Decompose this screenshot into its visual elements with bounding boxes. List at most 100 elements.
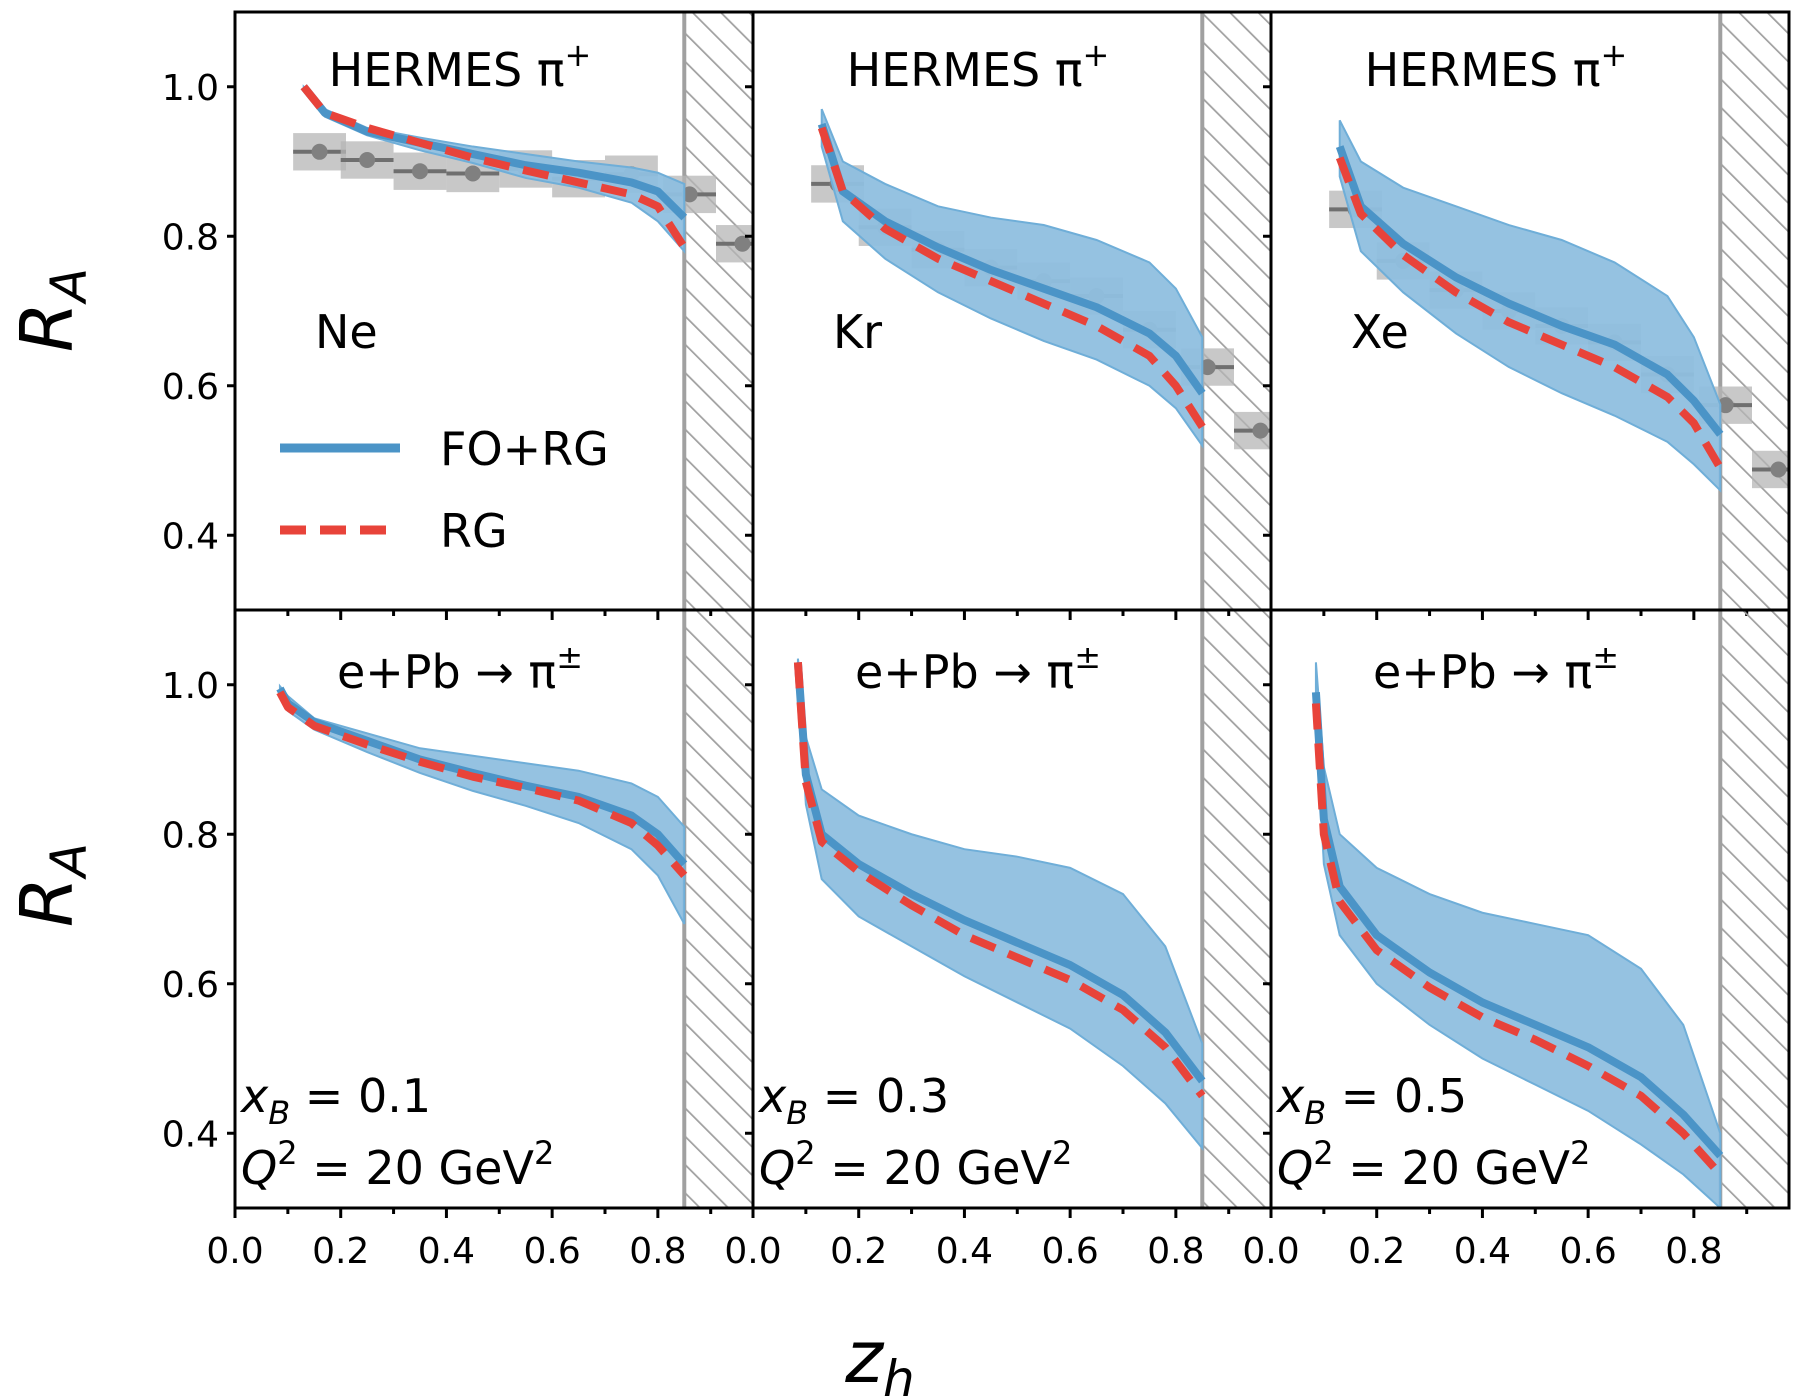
rg-line [817, 126, 1206, 430]
panel-title: e+Pb → π± [1373, 638, 1619, 699]
Q2-unit-superscript: 2 [1052, 1134, 1072, 1172]
Q2-value: = 20 GeV [816, 1141, 1053, 1195]
legend-label-fo-rg: FO+RG [440, 422, 609, 476]
panel-plot-area [276, 610, 753, 1208]
panel-plot-area [293, 12, 753, 610]
Q2-label: Q2 = 20 GeV2 [241, 1134, 554, 1195]
Q2-symbol: Q [759, 1141, 795, 1195]
chart-panel-4: 0.4 0.6 0.8 1.0 0.0 0.2 0.4 0.6 0.8 e+Pb → π± xB =… [162, 608, 755, 1272]
panel-title-superscript: + [1601, 36, 1628, 74]
data-point [464, 165, 481, 182]
xB-symbol: x [1275, 1069, 1305, 1123]
Q2-label: Q2 = 20 GeV2 [1277, 1134, 1590, 1195]
xB-subscript: B [1304, 1094, 1326, 1132]
fo-rg-uncertainty-band [1314, 662, 1722, 1208]
panel-plot-area [793, 610, 1271, 1208]
chart-panel-2: HERMES π+ Kr [745, 10, 1273, 620]
y-axis-label-bottom: RA [5, 843, 98, 927]
nucleus-label: Kr [833, 305, 882, 359]
Q2-superscript: 2 [1313, 1134, 1333, 1172]
chart-panel-1: 0.4 0.6 0.8 1.0 HERMES π+ Ne [162, 10, 755, 620]
panel-plot-area [1311, 610, 1789, 1208]
Q2-superscript: 2 [795, 1134, 815, 1172]
x-tick-label: 0.8 [1147, 1231, 1204, 1272]
xB-label: xB = 0.5 [1275, 1069, 1467, 1132]
x-tick-label: 0.4 [418, 1231, 475, 1272]
x-tick-label: 0.6 [524, 1231, 581, 1272]
x-tick-label: 0.0 [206, 1231, 263, 1272]
y-axis-label-top: RA [5, 268, 98, 352]
rg-line [793, 662, 1206, 1099]
y-tick-label: 0.4 [162, 516, 219, 557]
excluded-region-hatch [1202, 12, 1271, 610]
panel-title: HERMES π+ [1365, 36, 1628, 97]
xB-label: xB = 0.3 [757, 1069, 949, 1132]
ylabel-main: R [5, 877, 89, 927]
xlabel-main: z [844, 1315, 885, 1399]
panel-title-superscript: + [565, 36, 592, 74]
x-tick-label: 0.0 [724, 1231, 781, 1272]
Q2-symbol: Q [1277, 1141, 1313, 1195]
y-tick-label: 0.6 [162, 965, 219, 1006]
Q2-label: Q2 = 20 GeV2 [759, 1134, 1072, 1195]
y-tick-label: 1.0 [162, 68, 219, 109]
data-point [311, 143, 328, 160]
panel-title-superscript: ± [1592, 638, 1619, 676]
legend: FO+RG RG [280, 422, 609, 558]
data-point [359, 152, 376, 169]
Q2-symbol: Q [241, 1141, 277, 1195]
x-tick-label: 0.8 [1665, 1231, 1722, 1272]
xB-value: = 0.1 [290, 1069, 431, 1123]
x-tick-label: 0.0 [1242, 1231, 1299, 1272]
data-point [1252, 422, 1269, 439]
svg-text:RA: RA [5, 843, 98, 927]
panel-plot-area [1329, 12, 1789, 610]
rg-line [300, 84, 688, 250]
data-point [734, 235, 751, 252]
chart-panel-6: 0.0 0.2 0.4 0.6 0.8e+Pb → π±xB = 0.5Q2 = 20 … [1242, 608, 1791, 1272]
y-tick-label: 0.8 [162, 217, 219, 258]
data-point [1770, 461, 1787, 478]
excluded-region-hatch [684, 12, 753, 610]
Q2-superscript: 2 [277, 1134, 297, 1172]
x-tick-label: 0.4 [936, 1231, 993, 1272]
data-point [1199, 359, 1216, 376]
legend-label-rg: RG [440, 504, 508, 558]
panel-title-text: HERMES π [1365, 43, 1601, 97]
ylabel-sub: A [40, 843, 98, 880]
x-tick-label: 0.2 [312, 1231, 369, 1272]
panel-title: HERMES π+ [847, 36, 1110, 97]
panel-title-text: HERMES π [329, 43, 565, 97]
panel-title: HERMES π+ [329, 36, 592, 97]
panel-title-text: HERMES π [847, 43, 1083, 97]
x-tick-label: 0.4 [1454, 1231, 1511, 1272]
xB-symbol: x [757, 1069, 787, 1123]
fo-rg-line [793, 662, 1206, 1084]
Q2-unit-superscript: 2 [1570, 1134, 1590, 1172]
panel-title-text: e+Pb → π [1373, 645, 1592, 699]
data-point [412, 163, 428, 180]
fo-rg-uncertainty-band [1338, 119, 1722, 493]
excluded-region-hatch [1720, 12, 1789, 610]
y-tick-label: 0.4 [162, 1114, 219, 1155]
xB-label: xB = 0.1 [239, 1069, 431, 1132]
y-tick-label: 0.8 [162, 815, 219, 856]
data-point [681, 186, 698, 203]
svg-text:RA: RA [5, 268, 98, 352]
nucleus-label: Ne [315, 305, 378, 359]
panel-frame [1269, 608, 1791, 1210]
excluded-region-hatch [1720, 610, 1789, 1208]
chart-panel-3: HERMES π+ Xe [1263, 10, 1791, 620]
nucleus-label: Xe [1351, 305, 1409, 359]
y-tick-label: 1.0 [162, 666, 219, 707]
data-point [1717, 397, 1734, 414]
x-tick-label: 0.2 [1348, 1231, 1405, 1272]
Q2-unit-superscript: 2 [534, 1134, 554, 1172]
panel-title-text: e+Pb → π [337, 645, 556, 699]
fo-rg-uncertainty-band [302, 84, 686, 254]
panel-title-superscript: + [1083, 36, 1110, 74]
xB-symbol: x [239, 1069, 269, 1123]
rg-line [1311, 703, 1724, 1178]
panel-title-text: e+Pb → π [855, 645, 1074, 699]
